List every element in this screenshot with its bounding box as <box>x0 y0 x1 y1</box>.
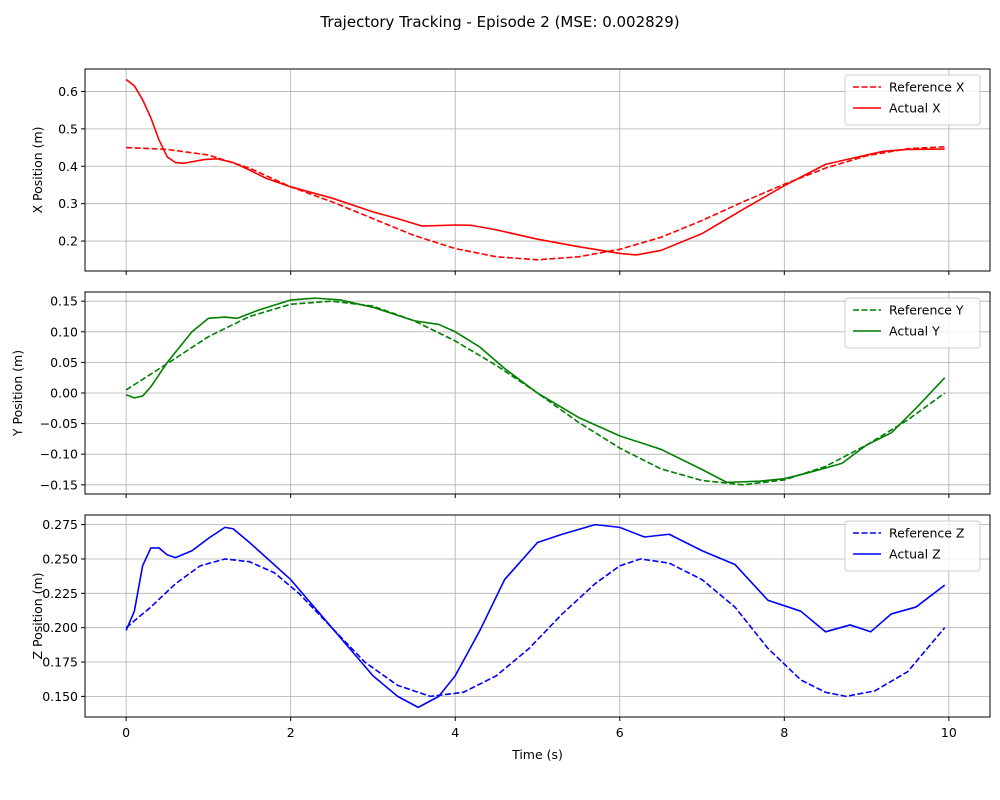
legend-label: Actual X <box>889 101 941 116</box>
subplots-container: 0.2 0.3 0.4 0.5 0.6 X Position (m) Reference X… <box>10 68 991 762</box>
legend-label: Reference X <box>889 80 965 95</box>
x-tick-label: 4 <box>451 725 459 740</box>
y-axis-label: X Position (m) <box>30 126 45 213</box>
y-tick-label: 0.275 <box>42 517 78 532</box>
y-tick-label: −0.15 <box>40 477 78 492</box>
axes-frame <box>84 514 991 718</box>
y-axis-label: Z Position (m) <box>30 572 45 659</box>
y-tick-label: 0.150 <box>42 689 78 704</box>
y-tick-label: 0.10 <box>50 324 78 339</box>
actual-z-line <box>125 523 946 709</box>
legend: Reference Z Actual Z <box>844 520 981 572</box>
x-tick-label: 6 <box>616 725 624 740</box>
x-tick-label: 2 <box>287 725 295 740</box>
reference-z-line <box>125 558 946 698</box>
legend-label: Reference Y <box>889 303 964 318</box>
actual-x-line <box>125 78 945 256</box>
x-tick-label: 10 <box>941 725 957 740</box>
y-tick-label: 0.175 <box>42 655 78 670</box>
y-tick-label: 0.200 <box>42 620 78 635</box>
legend: Reference X Actual X <box>844 74 981 126</box>
y-tick-label: 0.225 <box>42 586 78 601</box>
y-tick-label: 0.3 <box>58 196 78 211</box>
y-tick-label: 0.250 <box>42 551 78 566</box>
y-tick-label: −0.05 <box>40 416 78 431</box>
subplot-x: 0.2 0.3 0.4 0.5 0.6 X Position (m) Reference X… <box>30 68 991 275</box>
axes-frame <box>84 68 991 272</box>
subplot-y: −0.15 −0.10 −0.05 0.00 0.05 0.10 0.15 Y Positio… <box>10 291 991 498</box>
legend-label: Actual Z <box>889 547 941 562</box>
x-axis-label: Time (s) <box>511 747 563 762</box>
x-tick-label: 0 <box>122 725 130 740</box>
y-tick-label: 0.15 <box>50 294 78 309</box>
x-tick-label: 8 <box>780 725 788 740</box>
y-tick-label: 0.05 <box>50 355 78 370</box>
y-tick-label: 0.2 <box>58 234 78 249</box>
legend: Reference Y Actual Y <box>844 297 981 349</box>
y-axis-label: Y Position (m) <box>10 350 25 437</box>
figure-suptitle: Trajectory Tracking - Episode 2 (MSE: 0.… <box>319 13 679 31</box>
y-tick-label: 0.6 <box>58 84 78 99</box>
y-tick-label: 0.4 <box>58 159 78 174</box>
subplot-z: 0.150 0.175 0.200 0.225 0.250 0.275 0 2 4 6 8 10 Z P… <box>30 514 991 762</box>
axes-frame <box>84 291 991 495</box>
legend-label: Actual Y <box>889 324 940 339</box>
actual-y-line <box>125 297 946 484</box>
legend-label: Reference Z <box>889 526 964 541</box>
y-tick-label: −0.10 <box>40 447 78 462</box>
reference-x-line <box>126 146 945 261</box>
y-tick-label: 0.00 <box>50 386 78 401</box>
y-tick-label: 0.5 <box>58 121 78 136</box>
